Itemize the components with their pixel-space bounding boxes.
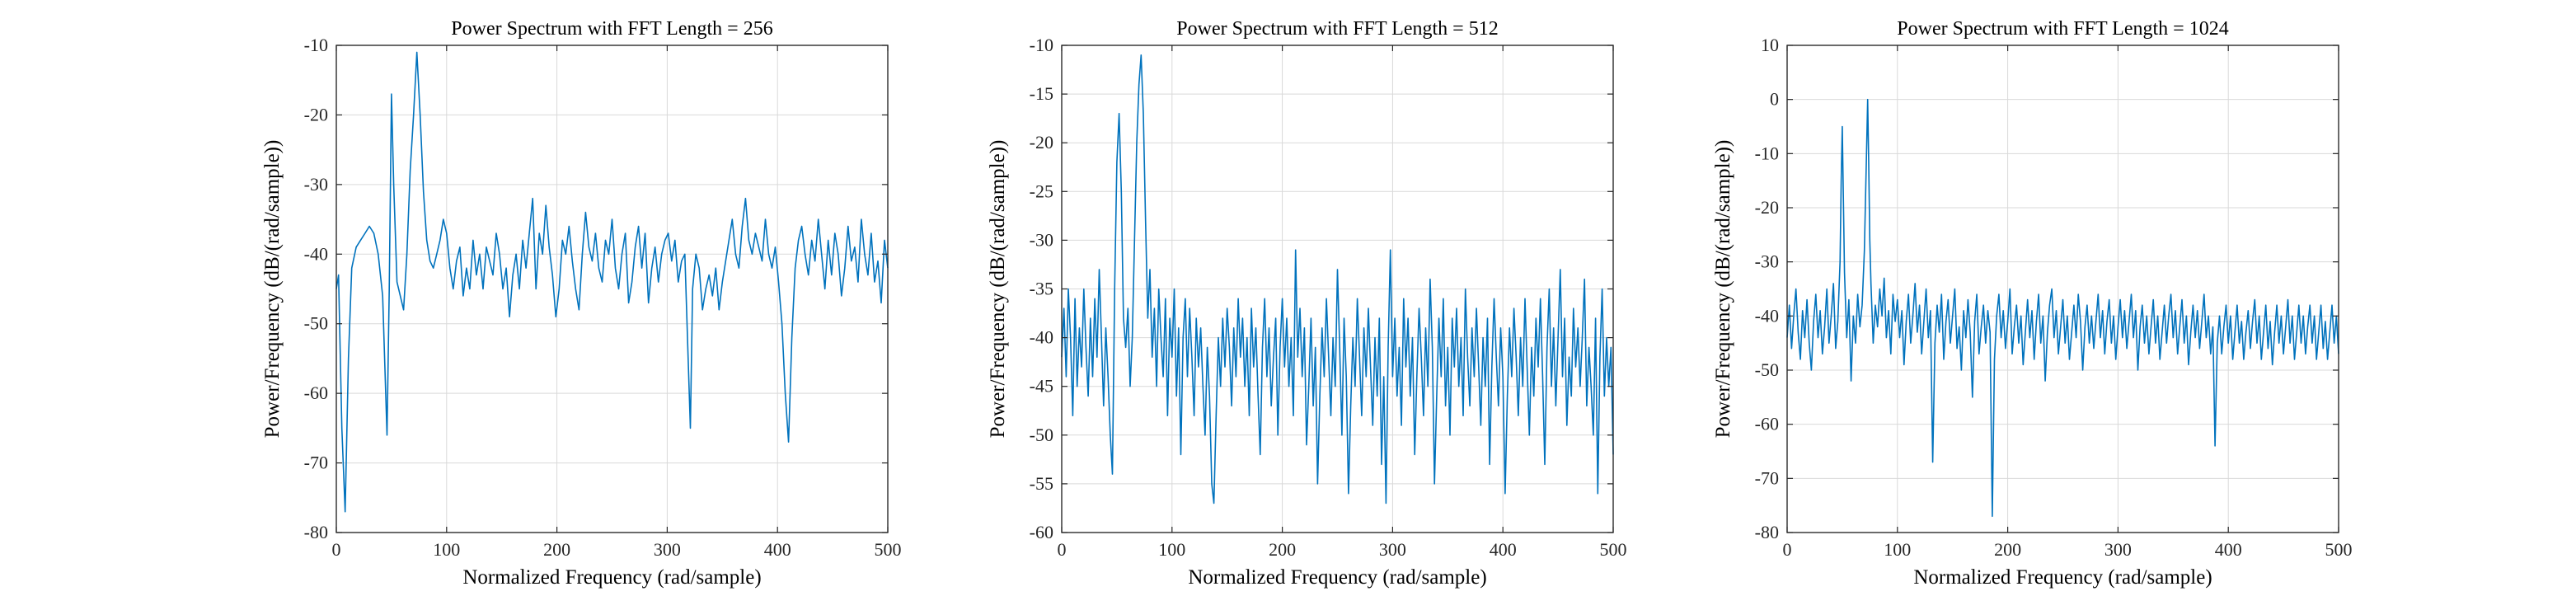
y-tick-label: 0 (1770, 89, 1779, 110)
x-tick-label: 200 (1994, 539, 2021, 560)
y-tick-label: -10 (1030, 35, 1053, 55)
y-tick-label: -60 (1755, 414, 1779, 434)
x-tick-label: 200 (543, 539, 570, 560)
x-tick-label: 300 (654, 539, 681, 560)
y-tick-label: -20 (304, 104, 328, 124)
y-axis-label: Power/Frequency (dB/(rad/sample)) (261, 140, 284, 439)
x-tick-label: 0 (1783, 539, 1792, 560)
x-tick-label: 400 (2215, 539, 2242, 560)
y-tick-label: -30 (1030, 229, 1053, 250)
x-tick-label: 0 (1058, 539, 1067, 560)
x-tick-label: 100 (1884, 539, 1911, 560)
plot-area (1786, 45, 2339, 533)
y-tick-label: -70 (304, 453, 328, 473)
y-tick-label: -70 (1755, 467, 1779, 488)
y-tick-label: -50 (1755, 359, 1779, 380)
y-tick-label: -45 (1030, 376, 1053, 397)
plot-border (335, 45, 889, 533)
y-tick-label: -80 (304, 522, 328, 542)
y-tick-label: -20 (1755, 197, 1779, 218)
x-tick-label: 100 (433, 539, 460, 560)
y-tick-label: -30 (1755, 251, 1779, 272)
x-tick-label: 300 (2104, 539, 2132, 560)
y-tick-label: -40 (1030, 327, 1053, 348)
x-tick-label: 400 (1490, 539, 1517, 560)
plot-area (335, 45, 889, 533)
x-tick-label: 100 (1158, 539, 1185, 560)
chart-title: Power Spectrum with FFT Length = 512 (1176, 18, 1498, 40)
chart-panel-3: 0 100 200 300 400 500-80-70-60-50-40-30-20-10… (1712, 18, 2353, 589)
x-tick-label: 200 (1269, 539, 1296, 560)
series-line (335, 51, 889, 513)
x-axis-label: Normalized Frequency (rad/sample) (1188, 566, 1486, 589)
y-tick-label: -60 (1030, 522, 1053, 542)
y-tick-label: -40 (304, 243, 328, 264)
y-tick-label: -50 (1030, 425, 1053, 445)
chart-title: Power Spectrum with FFT Length = 1024 (1897, 18, 2228, 40)
y-tick-label: 10 (1761, 35, 1779, 55)
chart-panel-1: 0 100 200 300 400 500 -80 -70 -60 -50 -40 -30 -20 -10… (261, 18, 902, 589)
x-tick-label: 500 (1600, 539, 1627, 560)
y-tick-label: -25 (1030, 181, 1053, 201)
series-line (1061, 54, 1614, 504)
chart-title: Power Spectrum with FFT Length = 256 (451, 18, 772, 40)
y-tick-label: -55 (1030, 473, 1053, 494)
y-tick-label: -35 (1030, 279, 1053, 299)
y-tick-label: -80 (1755, 522, 1779, 542)
y-tick-label: -15 (1030, 83, 1053, 104)
y-tick-label: -50 (304, 313, 328, 334)
x-tick-label: 0 (332, 539, 341, 560)
y-tick-label: -10 (1755, 143, 1779, 163)
y-tick-label: -20 (1030, 132, 1053, 153)
x-axis-label: Normalized Frequency (rad/sample) (1913, 566, 2212, 589)
y-tick-label: -60 (304, 382, 328, 403)
x-tick-label: 300 (1379, 539, 1406, 560)
x-tick-label: 500 (875, 539, 902, 560)
x-tick-label: 500 (2325, 539, 2353, 560)
series-line (1786, 98, 2339, 518)
y-tick-label: -30 (304, 174, 328, 195)
plot-border (1786, 45, 2339, 533)
y-axis-label: Power/Frequency (dB/(rad/sample)) (987, 140, 1009, 439)
y-tick-label: -10 (304, 35, 328, 55)
x-axis-label: Normalized Frequency (rad/sample) (462, 566, 761, 589)
x-tick-label: 400 (764, 539, 791, 560)
chart-panel-2: 0 100 200 300 400 500 -60 -55 -50 -45 -40 -35 -30 -25… (987, 18, 1627, 589)
y-tick-label: -40 (1755, 305, 1779, 326)
y-axis-label: Power/Frequency (dB/(rad/sample)) (1712, 140, 1734, 439)
